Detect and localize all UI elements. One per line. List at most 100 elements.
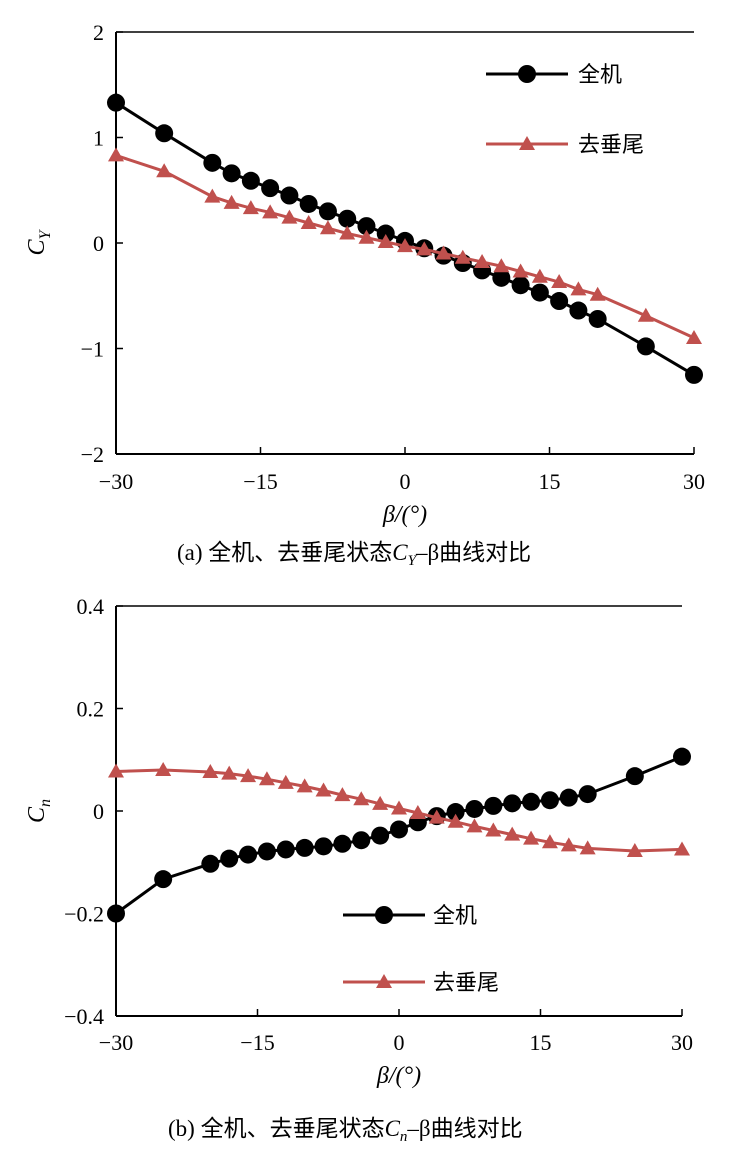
series-no-vertical-tail (108, 762, 690, 857)
y-tick-label: 0 (93, 799, 104, 824)
data-point-triangle (579, 840, 596, 855)
y-tick-label: 0 (93, 231, 104, 256)
x-tick-label: 0 (400, 469, 411, 494)
data-point-circle (155, 124, 174, 143)
data-point-triangle (202, 764, 219, 779)
data-point-circle (318, 202, 337, 221)
data-point-triangle (391, 800, 407, 815)
legend-entry: 全机 (486, 63, 622, 88)
data-point-circle (446, 803, 465, 822)
y-axis-title-var: C (24, 238, 50, 255)
data-point-triangle (560, 837, 577, 852)
data-point-triangle (319, 220, 336, 235)
data-point-triangle (258, 771, 275, 786)
y-axis-title: Cn (24, 799, 54, 823)
y-tick-label: 2 (93, 20, 104, 45)
data-point-circle (376, 224, 395, 243)
figure-caption: (a) 全机、去垂尾状态CY–β曲线对比 (177, 540, 531, 569)
legend-entry: 全机 (343, 904, 477, 929)
data-point-triangle (435, 245, 452, 260)
legend-label: 全机 (433, 904, 477, 929)
data-point-triangle (523, 830, 540, 845)
y-tick-label: −0.4 (64, 1004, 104, 1029)
data-point-triangle (108, 147, 124, 162)
data-point-triangle (334, 787, 351, 802)
data-point-circle (239, 845, 258, 864)
data-point-triangle (686, 329, 702, 344)
data-point-triangle (358, 229, 375, 244)
data-point-circle (685, 365, 703, 384)
data-point-circle (220, 849, 239, 868)
data-point-triangle (589, 286, 606, 301)
series-no-vertical-tail (108, 147, 702, 344)
data-point-circle (154, 870, 173, 889)
data-point-triangle (493, 258, 510, 273)
legend-marker-circle (375, 906, 393, 924)
data-point-triangle (409, 805, 426, 820)
data-point-triangle (156, 163, 173, 178)
data-point-circle (588, 309, 607, 328)
data-point-triangle (377, 233, 394, 248)
data-point-circle (333, 834, 352, 853)
data-point-circle (569, 301, 588, 320)
data-point-triangle (454, 249, 471, 264)
data-point-triangle (155, 762, 172, 776)
caption-suffix: –β曲线对比 (415, 540, 531, 565)
figure-caption: (b) 全机、去垂尾状态Cn–β曲线对比 (168, 1116, 523, 1145)
y-tick-label: −2 (81, 442, 104, 467)
data-point-circle (314, 837, 333, 856)
data-point-circle (465, 799, 484, 818)
data-point-triangle (428, 809, 445, 824)
y-tick-label: 1 (93, 126, 104, 151)
data-point-circle (540, 791, 559, 810)
data-point-circle (550, 292, 569, 311)
y-axis-title: CY (24, 228, 54, 255)
x-tick-label: 30 (671, 1030, 693, 1055)
caption-var: C (385, 1116, 401, 1141)
data-point-circle (625, 767, 644, 786)
x-tick-label: 0 (394, 1030, 405, 1055)
data-point-circle (107, 904, 125, 923)
x-axis-title: β/(°) (376, 1063, 421, 1089)
data-point-triangle (300, 214, 317, 229)
data-point-triangle (353, 791, 370, 806)
data-point-circle (299, 194, 318, 213)
data-point-circle (511, 276, 530, 295)
data-point-triangle (221, 765, 238, 780)
y-tick-label: −1 (81, 337, 104, 362)
data-point-circle (371, 826, 390, 845)
legend-entry: 去垂尾 (486, 133, 644, 158)
legend-entry: 去垂尾 (343, 971, 499, 996)
x-tick-label: −30 (99, 469, 133, 494)
data-point-triangle (531, 268, 548, 283)
y-axis-title-sub: Y (37, 228, 54, 239)
data-point-circle (390, 820, 408, 839)
data-point-triangle (541, 834, 558, 849)
data-point-triangle (108, 763, 124, 778)
data-point-circle (201, 854, 220, 873)
data-point-triangle (626, 842, 643, 857)
data-point-circle (276, 840, 295, 859)
x-tick-label: −15 (243, 469, 277, 494)
data-point-circle (530, 283, 549, 302)
data-point-circle (503, 794, 522, 813)
series-full-aircraft (107, 747, 691, 923)
caption-suffix: –β曲线对比 (406, 1116, 522, 1141)
data-point-circle (241, 171, 260, 190)
data-point-triangle (262, 204, 279, 219)
y-axis-title-sub: n (37, 799, 54, 807)
caption-prefix: (b) 全机、去垂尾状态 (168, 1116, 385, 1141)
caption-sub: n (400, 1129, 408, 1145)
data-point-triangle (281, 209, 298, 224)
caption-sub: Y (408, 553, 418, 569)
data-point-triangle (296, 778, 313, 793)
x-tick-label: −15 (240, 1030, 274, 1055)
data-point-triangle (397, 238, 413, 253)
data-point-circle (492, 268, 511, 287)
data-point-circle (522, 792, 541, 811)
data-point-triangle (504, 826, 521, 841)
data-point-triangle (485, 822, 502, 837)
